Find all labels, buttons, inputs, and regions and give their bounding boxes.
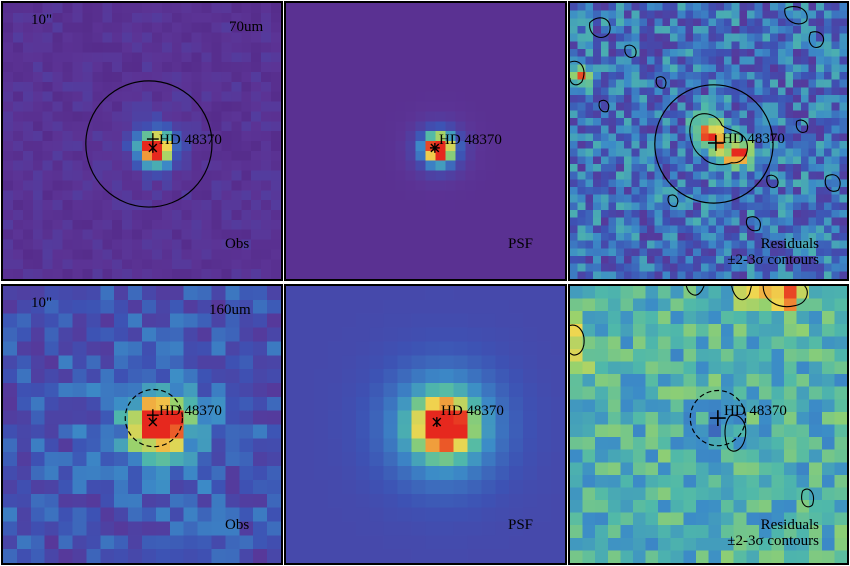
contour-lines [570, 6, 841, 232]
contours-label: ±2-3σ contours [727, 252, 819, 268]
target-name: HD 48370 [439, 132, 502, 148]
image-residual-70um [570, 3, 847, 279]
aperture-circle-dashed [124, 388, 184, 448]
crosshair-icon [709, 410, 726, 426]
target-name: HD 48370 [159, 403, 222, 419]
panel-psf-160um: HD 48370 PSF [284, 284, 567, 565]
band-label: 160um [209, 302, 251, 318]
panel-corner-label: Obs [225, 517, 250, 533]
residuals-label: Residuals [760, 236, 819, 252]
image-psf-160um [286, 286, 565, 563]
panel-obs-160um: 10" 160um HD 48370 Obs [1, 284, 283, 565]
target-name: HD 48370 [724, 403, 787, 419]
aperture-circle [85, 80, 213, 208]
aperture-circle-dashed [689, 389, 747, 447]
panel-corner-label: PSF [508, 236, 534, 252]
contour-lines [570, 286, 814, 508]
panel-obs-70um: 10" 70um HD 48370 Obs [1, 1, 283, 281]
scale-bar: 10" [31, 13, 69, 33]
target-name: HD 48370 [441, 403, 504, 419]
band-label: 70um [229, 19, 264, 35]
overlay-obs-160um [124, 388, 184, 448]
star-marker-icon [146, 409, 159, 427]
star-marker-icon [432, 417, 442, 427]
panel-residual-160um: HD 48370 Residuals ±2-3σ contours [568, 284, 849, 565]
aperture-circle [654, 84, 774, 204]
star-marker-icon [146, 133, 159, 153]
overlay-psf-70um [429, 142, 440, 153]
overlay-residual-70um [570, 6, 841, 232]
overlay-obs-70um [85, 80, 213, 208]
image-psf-70um [286, 3, 565, 279]
scale-bar-label: 10" [31, 12, 53, 28]
panel-psf-70um: HD 48370 PSF [284, 1, 567, 281]
target-name: HD 48370 [159, 132, 222, 148]
overlay-residual-160um [570, 286, 814, 508]
scale-bar: 10" [31, 296, 69, 316]
contours-label: ±2-3σ contours [727, 533, 819, 549]
target-name: HD 48370 [722, 131, 785, 147]
star-marker-icon [429, 142, 440, 153]
panel-corner-label: PSF [508, 517, 534, 533]
residuals-label: Residuals [760, 517, 819, 533]
panel-corner-label: Obs [225, 236, 250, 252]
image-obs-160um [3, 286, 281, 563]
panel-residual-70um: HD 48370 Residuals ±2-3σ contours [568, 1, 849, 281]
image-obs-70um [3, 3, 281, 279]
crosshair-icon [708, 135, 724, 151]
overlay-psf-160um [432, 417, 442, 427]
image-residual-160um [570, 286, 847, 563]
scale-bar-label: 10" [31, 295, 53, 311]
